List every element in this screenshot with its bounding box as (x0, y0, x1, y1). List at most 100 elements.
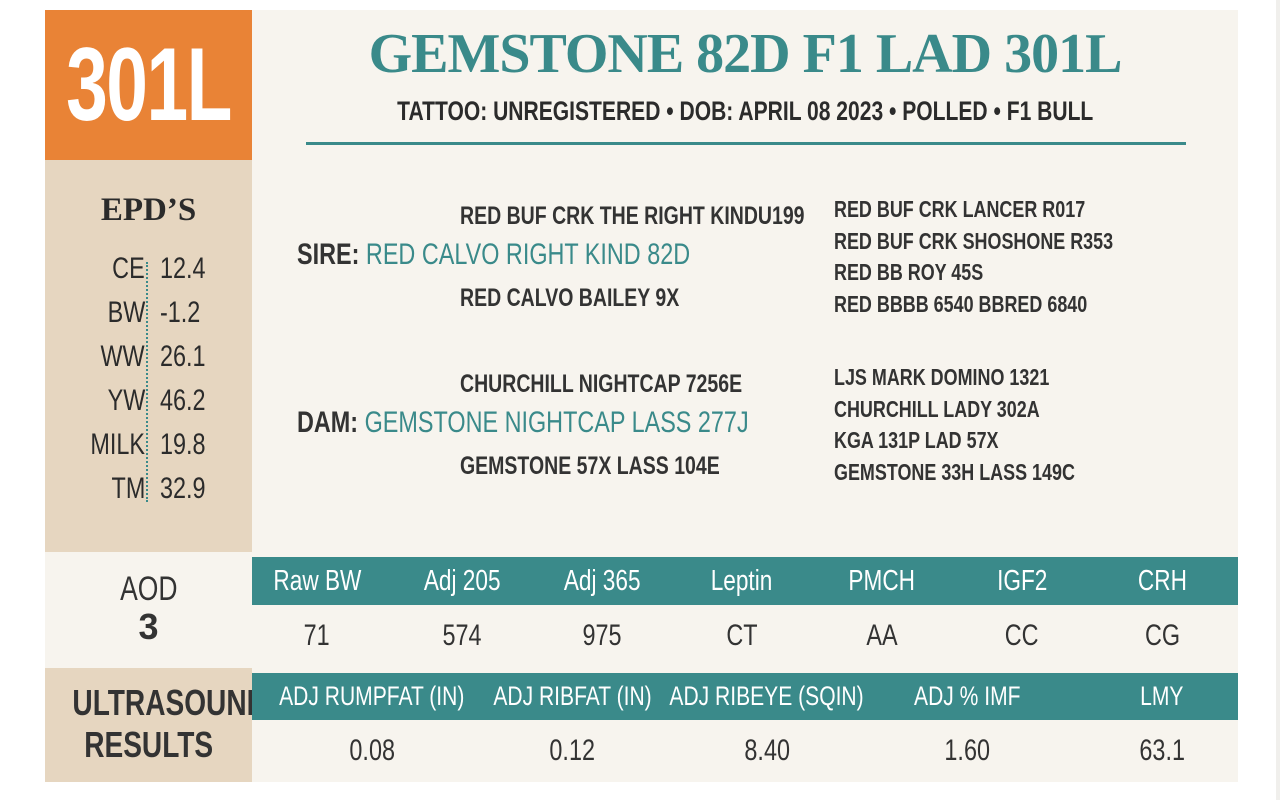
header-text: Leptin (711, 564, 773, 597)
epd-row-tm: TM 32.9 (60, 472, 240, 516)
animal-details-text: TATTOO: UNREGISTERED • DOB: APRIL 08 202… (396, 96, 1094, 126)
aod-label-text: AOD (119, 570, 178, 608)
dam-grandparent: LJS MARK DOMINO 1321 (834, 364, 1110, 391)
performance-header-row: Raw BW Adj 205 Adj 365 Leptin PMCH IGF2 … (252, 557, 1238, 605)
value-cell: 8.40 (662, 720, 872, 782)
epd-value: 19.8 (160, 428, 206, 461)
value-text: 63.1 (1139, 734, 1185, 767)
epd-label: WW (100, 340, 145, 373)
sire-grandparent: RED BUF CRK SHOSHONE R353 (834, 228, 1192, 255)
dam-grandparent: KGA 131P LAD 57X (834, 427, 1045, 454)
epd-label: TM (111, 472, 145, 505)
ultrasound-label-text: ULTRASOUND (72, 682, 267, 723)
epd-title: EPD’S (100, 192, 197, 228)
value-cell: 574 (392, 605, 532, 667)
header-text: ADJ RIBFAT (IN) (492, 681, 652, 711)
grandparent-text: RED BUF CRK LANCER R017 (834, 196, 1086, 222)
value-cell: 1.60 (882, 720, 1052, 782)
grandparent-text: RED BUF CRK SHOSHONE R353 (834, 228, 1114, 254)
sire-label: SIRE: (297, 238, 360, 271)
header-text: PMCH (848, 564, 916, 597)
grandparent-text: LJS MARK DOMINO 1321 (834, 364, 1050, 390)
value-cell: 63.1 (1112, 720, 1212, 782)
lot-number: 301L (66, 26, 232, 143)
aod-cell: AOD 3 (45, 552, 252, 668)
value-text: 975 (582, 619, 622, 652)
header-text: ADJ RUMPFAT (IN) (279, 681, 465, 711)
lot-number-badge: 301L (45, 10, 252, 160)
dam-dam: GEMSTONE 57X LASS 104E (460, 452, 793, 481)
dam-name: GEMSTONE NIGHTCAP LASS 277J (364, 406, 749, 439)
sire-grandparent: RED BB ROY 45S (834, 259, 1025, 286)
aod-value: 3 (138, 606, 159, 647)
epd-row-ce: CE 12.4 (60, 252, 240, 296)
value-text: CT (726, 619, 758, 652)
header-cell: ADJ RIBEYE (SQIN) (662, 673, 872, 720)
epd-label: BW (107, 296, 145, 329)
ultrasound-header-row: ADJ RUMPFAT (IN) ADJ RIBFAT (IN) ADJ RIB… (252, 673, 1238, 720)
value-cell: 0.12 (472, 720, 672, 782)
value-cell: 71 (252, 605, 382, 667)
value-text: 1.60 (944, 734, 990, 767)
epd-value: 12.4 (160, 252, 206, 285)
ultrasound-label-line2: RESULTS (45, 724, 252, 766)
header-cell: ADJ RIBFAT (IN) (472, 673, 672, 720)
grandparent-text: KGA 131P LAD 57X (834, 427, 999, 453)
header-text: Adj 205 (423, 564, 501, 597)
grandparent-text: GEMSTONE 33H LASS 149C (834, 459, 1075, 485)
sire-grandparent: RED BUF CRK LANCER R017 (834, 196, 1156, 223)
performance-value-row: 71 574 975 CT AA CC CG (252, 605, 1238, 667)
ultrasound-label-line1: ULTRASOUND (45, 682, 266, 724)
title-rule (306, 142, 1186, 145)
header-cell: Raw BW (252, 557, 382, 605)
dam-sire: CHURCHILL NIGHTCAP 7256E (460, 370, 822, 399)
dam-grandparent: CHURCHILL LADY 302A (834, 396, 1098, 423)
value-cell: 0.08 (252, 720, 492, 782)
epd-row-bw: BW -1.2 (60, 296, 240, 340)
value-cell: CC (952, 605, 1092, 667)
header-cell: LMY (1112, 673, 1212, 720)
dam-grandparent: GEMSTONE 33H LASS 149C (834, 459, 1143, 486)
ultrasound-label-text: RESULTS (84, 724, 213, 765)
epd-value: 46.2 (160, 384, 206, 417)
grandparent-text: RED BBBB 6540 BBRED 6840 (834, 291, 1088, 317)
value-text: 8.40 (744, 734, 790, 767)
epd-label: YW (107, 384, 145, 417)
sire-dam: RED CALVO BAILEY 9X (460, 284, 741, 313)
header-text: LMY (1140, 681, 1184, 711)
header-cell: Leptin (672, 557, 812, 605)
header-cell: Adj 365 (532, 557, 672, 605)
sire-line: SIRE: RED CALVO RIGHT KIND 82D (297, 238, 801, 272)
header-text: Adj 365 (563, 564, 641, 597)
page-edge (1276, 0, 1280, 800)
header-text: Raw BW (273, 564, 361, 597)
dam-label: DAM: (297, 406, 359, 439)
value-text: AA (866, 619, 898, 652)
epd-value: 32.9 (160, 472, 206, 505)
value-text: 0.12 (549, 734, 595, 767)
header-cell: Adj 205 (392, 557, 532, 605)
header-cell: IGF2 (952, 557, 1092, 605)
dam-line: DAM: GEMSTONE NIGHTCAP LASS 277J (297, 406, 876, 440)
sire-sire-text: RED BUF CRK THE RIGHT KINDU199 (460, 202, 805, 230)
epd-sidebar (45, 160, 252, 552)
epd-value: 26.1 (160, 340, 206, 373)
epd-row-milk: MILK 19.8 (60, 428, 240, 472)
value-text: 0.08 (349, 734, 395, 767)
sire-grandparent: RED BBBB 6540 BBRED 6840 (834, 291, 1159, 318)
header-cell: ADJ RUMPFAT (IN) (252, 673, 492, 720)
grandparent-text: RED BB ROY 45S (834, 259, 984, 285)
header-text: IGF2 (996, 564, 1048, 597)
header-text: ADJ RIBEYE (SQIN) (669, 681, 865, 711)
grandparent-text: CHURCHILL LADY 302A (834, 396, 1040, 422)
dam-dam-text: GEMSTONE 57X LASS 104E (460, 452, 720, 480)
epd-row-ww: WW 26.1 (60, 340, 240, 384)
value-cell: CT (672, 605, 812, 667)
sire-name: RED CALVO RIGHT KIND 82D (365, 238, 691, 271)
value-text: CG (1144, 619, 1180, 652)
value-text: 574 (442, 619, 482, 652)
epd-divider (146, 262, 148, 502)
sire-sire: RED BUF CRK THE RIGHT KINDU199 (460, 202, 902, 231)
header-text: ADJ % IMF (913, 681, 1021, 711)
header-text: CRH (1137, 564, 1187, 597)
